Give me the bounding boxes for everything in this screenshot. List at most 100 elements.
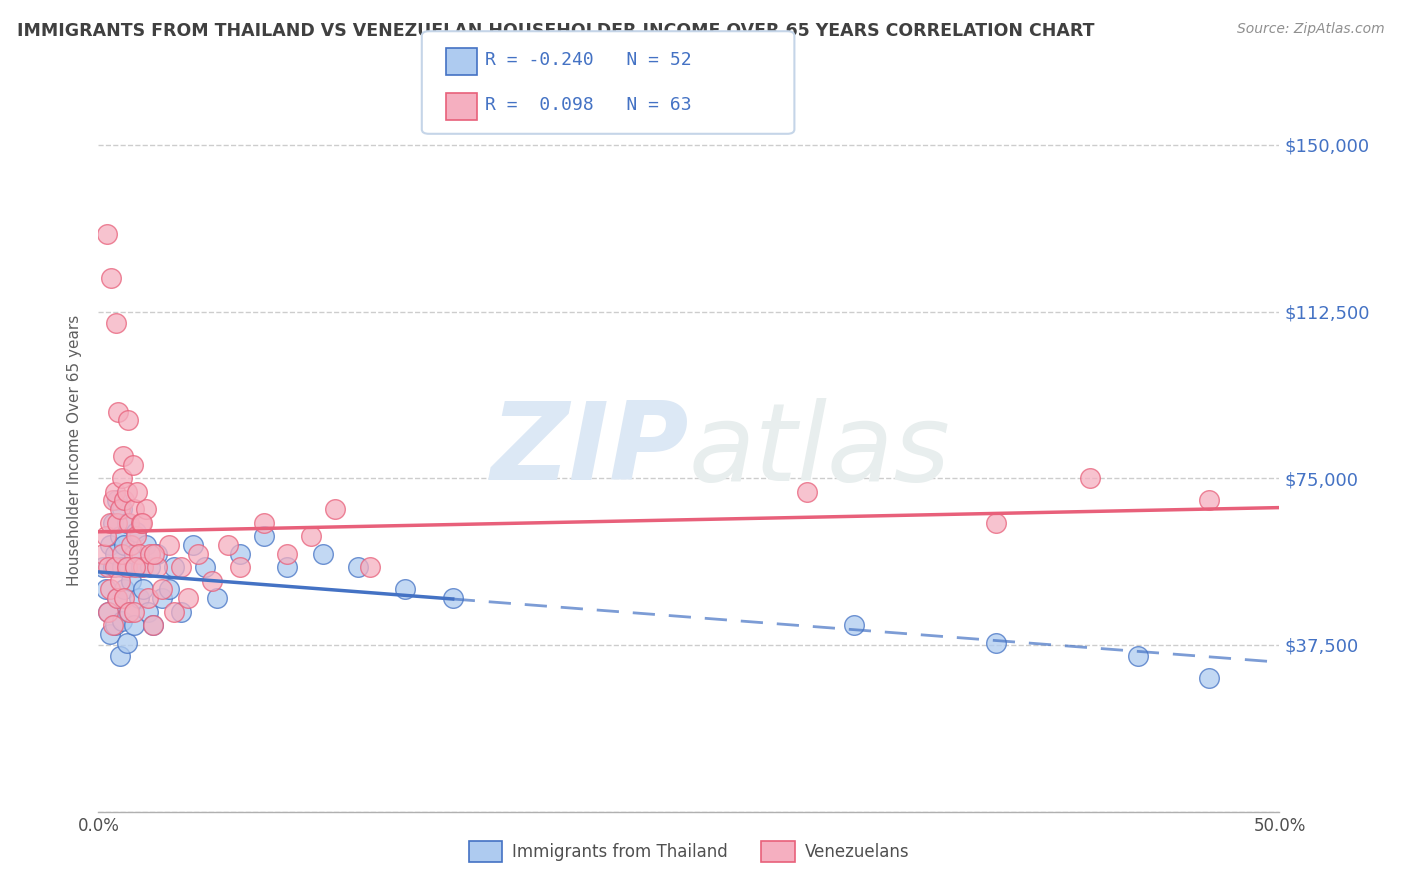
Point [276,560,298,574]
Point [105,591,128,606]
Point [201,574,224,588]
Point [150,591,173,606]
Point [107,404,129,418]
Point [98,516,121,530]
Point [94,582,117,597]
Point [121,458,143,472]
Point [112,493,135,508]
Point [122,618,145,632]
Point [359,560,381,574]
Point [122,605,145,619]
Y-axis label: Householder Income Over 65 years: Householder Income Over 65 years [67,315,83,586]
Point [299,529,322,543]
Legend: Immigrants from Thailand, Venezuelans: Immigrants from Thailand, Venezuelans [463,835,915,869]
Point [105,516,128,530]
Point [104,547,127,561]
Point [1198,671,1220,685]
Point [181,538,204,552]
Point [118,560,141,574]
Point [253,529,276,543]
Point [205,591,228,606]
Point [112,591,135,606]
Point [96,227,118,241]
Point [115,484,138,499]
Point [984,516,1007,530]
Point [91,560,114,574]
Point [132,582,155,597]
Point [312,547,335,561]
Point [97,605,120,619]
Point [121,574,143,588]
Point [441,591,464,606]
Point [118,605,141,619]
Point [136,605,159,619]
Point [1080,471,1102,485]
Point [112,538,135,552]
Text: R =  0.098   N = 63: R = 0.098 N = 63 [485,96,692,114]
Point [91,547,114,561]
Point [129,516,152,530]
Point [229,547,252,561]
Point [146,547,169,561]
Point [98,627,121,641]
Text: Source: ZipAtlas.com: Source: ZipAtlas.com [1237,22,1385,37]
Point [187,547,209,561]
Point [150,582,173,597]
Point [276,547,298,561]
Point [104,560,127,574]
Point [844,618,866,632]
Point [146,560,169,574]
Point [98,538,121,552]
Point [136,591,159,606]
Point [112,582,135,597]
Point [101,493,124,508]
Point [127,484,149,499]
Point [100,271,122,285]
Text: IMMIGRANTS FROM THAILAND VS VENEZUELAN HOUSEHOLDER INCOME OVER 65 YEARS CORRELAT: IMMIGRANTS FROM THAILAND VS VENEZUELAN H… [17,22,1094,40]
Point [115,636,138,650]
Point [94,529,117,543]
Point [170,605,193,619]
Point [170,560,193,574]
Point [122,502,145,516]
Point [111,547,134,561]
Point [1198,493,1220,508]
Point [98,582,121,597]
Point [139,547,162,561]
Text: R = -0.240   N = 52: R = -0.240 N = 52 [485,52,692,70]
Point [115,516,138,530]
Point [111,614,134,628]
Text: atlas: atlas [689,398,950,503]
Point [104,484,127,499]
Point [121,538,143,552]
Point [1126,649,1149,664]
Point [111,502,134,516]
Point [101,560,124,574]
Point [142,618,165,632]
Point [115,560,138,574]
Point [97,560,120,574]
Point [101,516,124,530]
Point [323,502,346,516]
Point [128,591,150,606]
Point [229,560,252,574]
Point [108,502,131,516]
Point [125,529,148,543]
Point [105,316,128,330]
Point [177,591,200,606]
Point [142,618,165,632]
Point [217,538,239,552]
Point [347,560,370,574]
Point [97,605,120,619]
Point [105,493,128,508]
Text: ZIP: ZIP [491,398,689,503]
Point [194,560,217,574]
Point [111,560,134,574]
Point [105,591,128,606]
Point [122,547,145,561]
Point [125,524,148,539]
Point [135,502,157,516]
Point [118,516,141,530]
Point [984,636,1007,650]
Point [139,560,162,574]
